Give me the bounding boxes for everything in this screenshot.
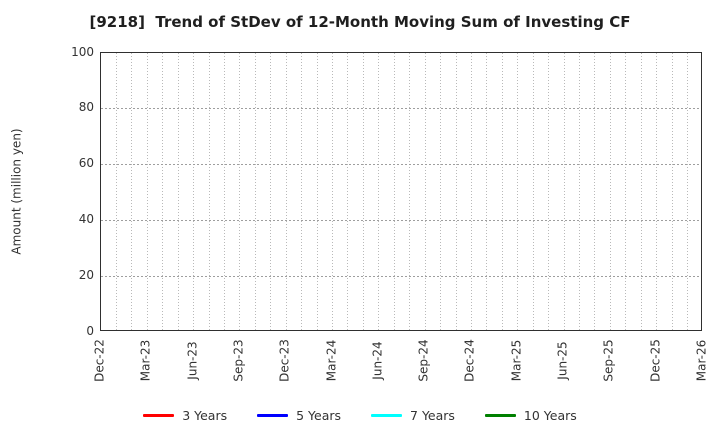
vertical-gridline xyxy=(687,53,689,330)
vertical-gridline xyxy=(285,53,287,330)
x-tick-label: Mar-23 xyxy=(138,339,153,382)
legend-item: 3 Years xyxy=(143,408,227,423)
vertical-gridline xyxy=(409,53,411,330)
vertical-gridline xyxy=(162,53,164,330)
vertical-gridline xyxy=(671,53,673,330)
legend-item: 5 Years xyxy=(257,408,341,423)
vertical-gridline xyxy=(440,53,442,330)
vertical-gridline xyxy=(424,53,426,330)
chart-title: [9218] Trend of StDev of 12-Month Moving… xyxy=(89,13,631,31)
vertical-gridline xyxy=(393,53,395,330)
vertical-gridline xyxy=(625,53,627,330)
vertical-gridline xyxy=(223,53,225,330)
y-tick-label: 0 xyxy=(86,323,94,338)
x-tick-label: Mar-24 xyxy=(324,339,339,382)
y-tick-label: 80 xyxy=(78,100,94,115)
y-tick-label: 20 xyxy=(78,267,94,282)
legend: 3 Years 5 Years 7 Years 10 Years xyxy=(0,407,720,423)
vertical-gridline xyxy=(609,53,611,330)
vertical-gridline xyxy=(254,53,256,330)
vertical-gridline xyxy=(115,53,117,330)
vertical-gridline xyxy=(455,53,457,330)
vertical-gridline xyxy=(640,53,642,330)
vertical-gridline xyxy=(301,53,303,330)
x-tick-label: Mar-26 xyxy=(694,339,709,382)
y-tick-label: 100 xyxy=(71,44,94,59)
vertical-gridline xyxy=(517,53,519,330)
legend-label: 7 Years xyxy=(410,407,455,423)
vertical-gridline xyxy=(656,53,658,330)
x-tick-label: Sep-25 xyxy=(601,339,616,382)
vertical-gridline xyxy=(579,53,580,330)
vertical-gridline xyxy=(548,53,550,330)
x-tick-label: Jun-23 xyxy=(185,341,200,380)
legend-item: 10 Years xyxy=(484,407,577,423)
vertical-gridline xyxy=(332,53,334,330)
x-tick-label: Dec-22 xyxy=(92,339,107,382)
horizontal-gridline xyxy=(101,275,701,277)
legend-item: 7 Years xyxy=(371,408,455,423)
plot-area xyxy=(100,52,702,331)
vertical-gridline xyxy=(347,53,349,330)
legend-label: 5 Years xyxy=(296,407,342,423)
legend-line-swatch xyxy=(371,413,403,417)
horizontal-gridline xyxy=(101,108,701,110)
horizontal-gridline xyxy=(101,164,701,166)
y-tick-label: 40 xyxy=(78,211,94,226)
x-tick-label: Dec-23 xyxy=(277,339,292,382)
vertical-gridline xyxy=(177,53,179,330)
vertical-gridline xyxy=(270,53,272,330)
vertical-gridline xyxy=(146,53,148,330)
vertical-gridline xyxy=(501,53,503,330)
horizontal-gridline xyxy=(101,219,701,221)
y-tick-label: 60 xyxy=(78,156,94,171)
x-tick-label: Sep-23 xyxy=(231,339,246,382)
vertical-gridline xyxy=(239,53,241,330)
vertical-gridline xyxy=(193,53,195,330)
vertical-gridline xyxy=(131,53,133,330)
vertical-gridline xyxy=(532,53,534,330)
vertical-gridline xyxy=(362,53,364,330)
vertical-gridline xyxy=(378,53,380,330)
x-tick-label: Dec-24 xyxy=(462,339,477,382)
vertical-gridline xyxy=(470,53,472,330)
legend-label: 10 Years xyxy=(523,407,577,423)
legend-label: 3 Years xyxy=(182,407,228,423)
legend-line-swatch xyxy=(143,413,175,417)
vertical-gridline xyxy=(563,53,565,330)
legend-line-swatch xyxy=(484,413,516,417)
x-tick-label: Dec-25 xyxy=(648,339,663,382)
x-tick-label: Sep-24 xyxy=(416,339,431,382)
x-tick-label: Mar-25 xyxy=(509,339,524,382)
x-tick-label: Jun-24 xyxy=(370,341,385,380)
vertical-gridline xyxy=(316,53,318,330)
vertical-gridline xyxy=(594,53,596,330)
vertical-gridline xyxy=(486,53,488,330)
legend-line-swatch xyxy=(257,413,289,417)
y-axis-label: Amount (million yen) xyxy=(9,128,24,255)
vertical-gridline xyxy=(208,53,210,330)
x-tick-label: Jun-25 xyxy=(555,341,570,380)
